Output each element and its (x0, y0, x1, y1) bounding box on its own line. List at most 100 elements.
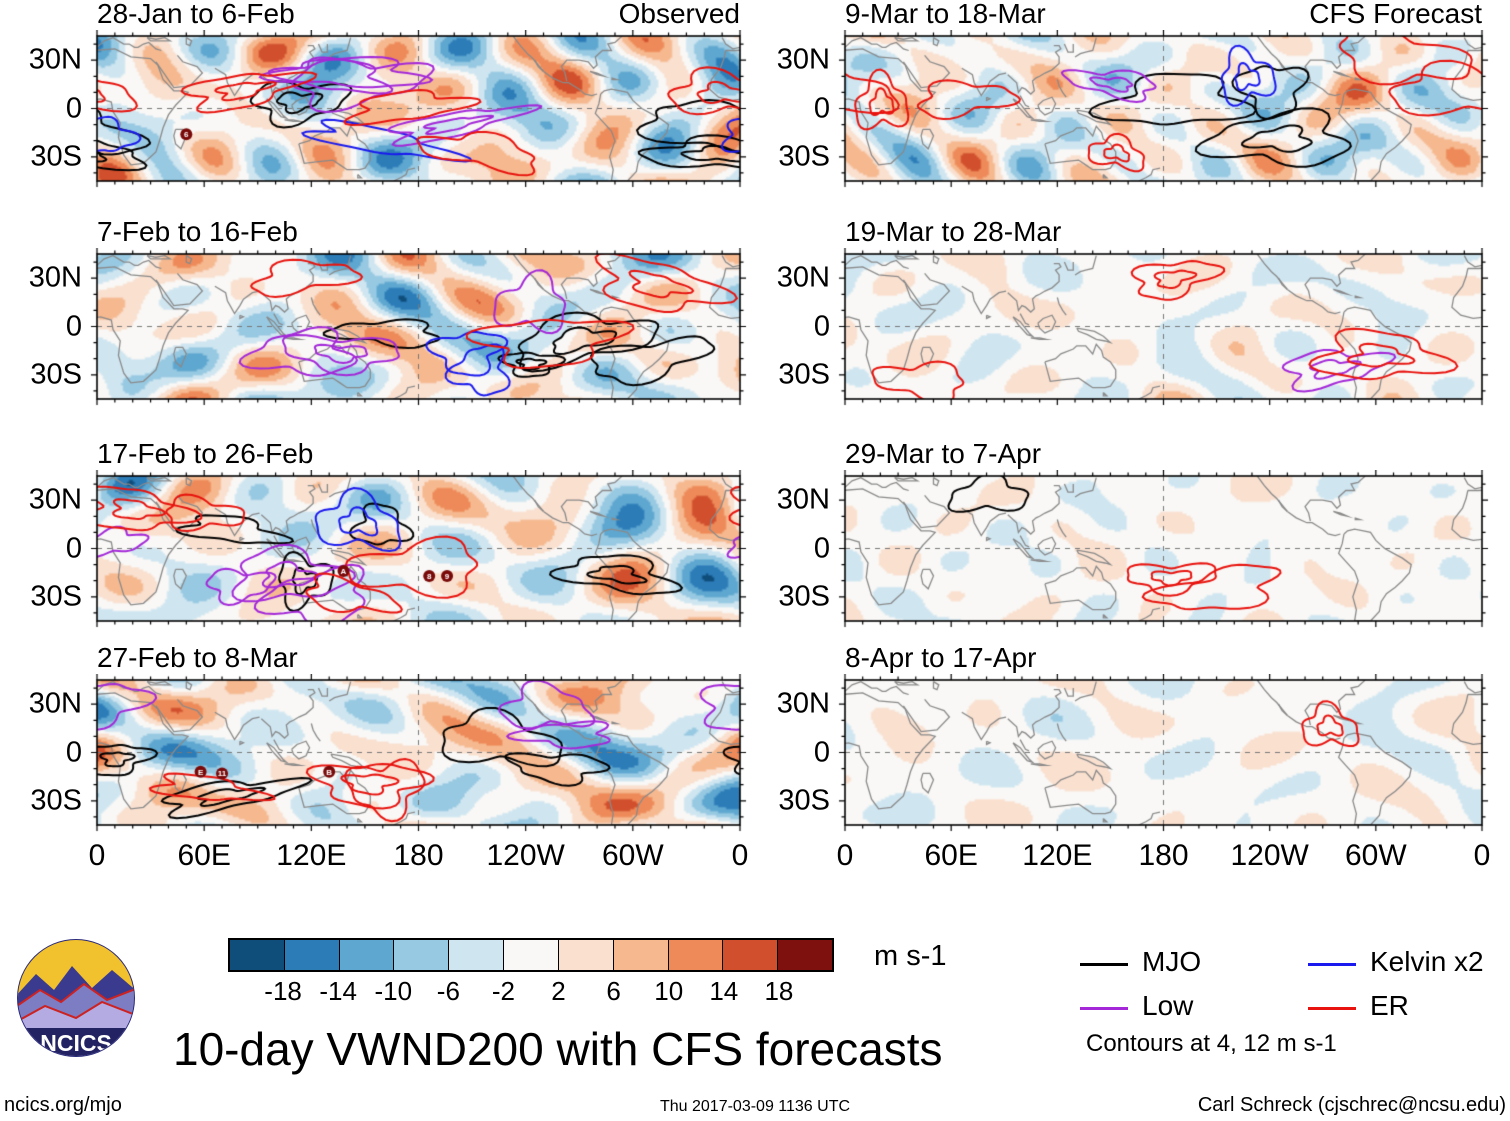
colorbar-segment (558, 940, 614, 970)
y-axis-label: 30S (778, 140, 830, 173)
colorbar-tick-label: 2 (551, 976, 566, 1006)
colorbar-segment (339, 940, 395, 970)
legend-label-mjo: MJO (1142, 946, 1202, 977)
y-axis-label: 0 (65, 310, 82, 342)
colorbar-segment (613, 940, 669, 970)
legend: MJO Kelvin x2 Low ER (1080, 946, 1510, 1030)
ncics-logo: NCICS (14, 936, 138, 1060)
x-axis-label: 0 (1473, 839, 1491, 872)
x-axis-label: 0 (731, 839, 749, 872)
y-axis-label: 0 (65, 736, 82, 768)
y-axis-label: 30N (776, 483, 830, 516)
x-axis-label: 60W (1344, 839, 1407, 872)
map-canvas (835, 470, 1492, 629)
x-axis-label: 180 (393, 839, 444, 872)
map-canvas (835, 674, 1492, 833)
map-panel-forecast-3: 29-Mar to 7-Apr 30N 0 30S (777, 438, 1492, 629)
colorbar-tick-label: 6 (606, 976, 621, 1006)
y-axis-label: 30S (778, 580, 830, 613)
panel-title: 27-Feb to 8-Mar (97, 642, 298, 673)
ncics-logo-graphic: NCICS (17, 939, 135, 1057)
map-canvas (87, 674, 750, 833)
map-panel-forecast-4: 8-Apr to 17-Apr 30N 0 30S (777, 642, 1492, 833)
legend-label-er: ER (1370, 990, 1409, 1021)
y-axis-label: 30S (30, 784, 82, 817)
map-canvas (835, 248, 1492, 407)
legend-line-mjo (1080, 963, 1128, 966)
panel-title: 9-Mar to 18-Mar (845, 0, 1046, 29)
colorbar (228, 938, 834, 972)
x-axis-label: 0 (836, 839, 854, 872)
map-canvas (835, 30, 1492, 189)
y-axis-label: 0 (65, 532, 82, 564)
map-panel-observed-3: 17-Feb to 26-Feb 30N 0 30S (29, 438, 750, 629)
colorbar-segment (778, 940, 832, 970)
legend-label-low: Low (1142, 990, 1194, 1021)
legend-label-kelvin-x2: Kelvin x2 (1370, 946, 1484, 977)
colorbar-tick-label: -6 (436, 976, 460, 1006)
y-axis-label: 30N (776, 687, 830, 720)
map-canvas (87, 30, 750, 189)
colorbar-unit: m s-1 (874, 940, 947, 972)
panel-title: 19-Mar to 28-Mar (845, 216, 1062, 247)
ncics-logo-text: NCICS (40, 1030, 112, 1056)
footer-url: ncics.org/mjo (4, 1094, 122, 1116)
legend-line-er (1308, 1007, 1356, 1010)
panel-title: 7-Feb to 16-Feb (97, 216, 298, 247)
panel-title: 28-Jan to 6-Feb (97, 0, 295, 29)
colorbar-tick-label: 18 (764, 976, 794, 1006)
x-axis-label: 60E (177, 839, 231, 872)
y-axis-label: 0 (813, 310, 830, 342)
panel-title: 29-Mar to 7-Apr (845, 438, 1042, 469)
x-axis-label: 60E (924, 839, 978, 872)
x-axis-label: 120W (486, 839, 565, 872)
colorbar-segment (449, 940, 505, 970)
y-axis-label: 30N (776, 261, 830, 294)
colorbar-segment (230, 940, 285, 970)
footer-author: Carl Schreck (cjschrec@ncsu.edu) (1197, 1094, 1506, 1116)
colorbar-tick-label: -18 (264, 976, 302, 1006)
map-panel-observed-1: 28-Jan to 6-Feb Observed 30N 0 30S (29, 0, 750, 189)
panel-title: 8-Apr to 17-Apr (845, 642, 1037, 673)
y-axis-label: 30N (28, 261, 82, 294)
colorbar-tick-label: -2 (491, 976, 516, 1006)
y-axis-label: 30S (778, 784, 830, 817)
x-axis-label: 120E (1022, 839, 1093, 872)
map-panel-forecast-1: 9-Mar to 18-Mar CFS Forecast 30N 0 30S (777, 0, 1492, 189)
y-axis-label: 0 (65, 92, 82, 124)
y-axis-label: 0 (813, 532, 830, 564)
y-axis-label: 0 (813, 736, 830, 768)
colorbar-tick-label: 10 (654, 976, 684, 1006)
colorbar-tick-label: -14 (319, 976, 357, 1006)
colorbar-segment (284, 940, 340, 970)
panel-corner-label: CFS Forecast (1309, 0, 1482, 29)
legend-line-kelvin-x2 (1308, 963, 1356, 966)
map-canvas (87, 470, 750, 629)
legend-line-low (1080, 1007, 1128, 1010)
legend-note: Contours at 4, 12 m s-1 (1086, 1030, 1337, 1057)
colorbar-tick-label: -10 (374, 976, 413, 1006)
x-axis-label: 0 (88, 839, 106, 872)
map-panel-forecast-2: 19-Mar to 28-Mar 30N 0 30S (777, 216, 1492, 407)
x-axis-label: 120E (276, 839, 347, 872)
y-axis-label: 30N (28, 483, 82, 516)
footer-timestamp: Thu 2017-03-09 1136 UTC (659, 1098, 851, 1115)
panel-corner-label: Observed (618, 0, 740, 29)
y-axis-label: 30N (28, 687, 82, 720)
colorbar-labels: -18 -14 -10 -6 -2 2 6 10 14 18 (228, 976, 834, 1006)
y-axis-label: 30N (776, 43, 830, 76)
y-axis-label: 30S (30, 140, 82, 173)
y-axis-label: 30S (30, 580, 82, 613)
map-panel-observed-4: 27-Feb to 8-Mar 30N 0 30S (29, 642, 750, 833)
colorbar-segment (504, 940, 559, 970)
map-canvas (87, 248, 750, 407)
figure-title: 10-day VWND200 with CFS forecasts (173, 1023, 943, 1075)
colorbar-segment (394, 940, 450, 970)
y-axis-label: 30N (28, 43, 82, 76)
x-axis-label: 180 (1138, 839, 1189, 872)
colorbar-segment (668, 940, 724, 970)
x-axis-label: 60W (601, 839, 664, 872)
colorbar-tick-label: 14 (709, 976, 739, 1006)
map-panel-observed-2: 7-Feb to 16-Feb 30N 0 30S (29, 216, 750, 407)
